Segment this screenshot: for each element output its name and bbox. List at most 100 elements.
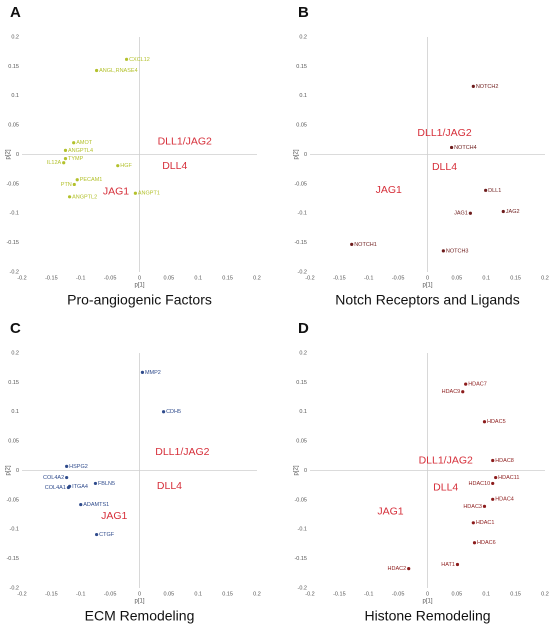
point: [63, 157, 68, 161]
y-tick-label: 0: [16, 468, 19, 474]
y-axis-label: p[2]: [294, 465, 300, 475]
point-label: CDH5: [166, 409, 181, 415]
point: [116, 164, 120, 168]
point-label: HGF: [120, 163, 132, 169]
point-label: COL4A1: [45, 485, 66, 491]
y-tick-label: 0.1: [299, 409, 307, 415]
point: [407, 567, 411, 571]
y-tick-label: -0.05: [6, 497, 19, 503]
x-tick-label: 0.15: [510, 275, 521, 281]
y-tick-label: -0.15: [6, 240, 19, 246]
x-tick-label: -0.15: [45, 591, 58, 597]
x-tick-label: 0: [138, 591, 141, 597]
point-label: ANGPTL4: [68, 148, 93, 154]
point-label: HDAC1: [476, 520, 495, 526]
point-label: HDAC9: [442, 389, 461, 395]
point-label: ANGPT1: [138, 191, 160, 197]
y-tick-label: 0.05: [8, 439, 19, 445]
annotation: JAG1: [376, 184, 402, 196]
point-label: AMOT: [76, 140, 93, 146]
x-tick-label: -0.1: [76, 591, 85, 597]
point: [491, 481, 495, 486]
point-label: HDAC10: [469, 481, 491, 487]
point: [464, 382, 468, 386]
point-label: PECAM1: [80, 177, 103, 183]
y-tick-label: 0: [304, 152, 307, 158]
point-label: NOTCH2: [476, 84, 499, 90]
point-label: JAG2: [506, 209, 520, 215]
point-label: HDAC3: [463, 504, 482, 510]
panel-caption: Pro-angiogenic Factors: [67, 292, 212, 308]
y-tick-label: 0.15: [8, 380, 19, 386]
y-tick-label: 0.1: [299, 93, 307, 99]
point: [93, 481, 98, 486]
point-label: IL12A: [47, 160, 62, 166]
y-tick-label: -0.2: [10, 269, 19, 275]
point-label: HDAC6: [477, 540, 496, 546]
annotation: DLL1/JAG2: [155, 446, 209, 458]
point-label: HDAC11: [498, 475, 519, 481]
annotation: JAG1: [101, 510, 127, 522]
point: [491, 458, 495, 463]
annotation: DLL4: [432, 161, 457, 173]
panel-caption: Histone Remodeling: [364, 608, 490, 624]
annotation: DLL1/JAG2: [417, 127, 471, 139]
y-tick-label: -0.05: [294, 497, 307, 503]
point: [161, 410, 166, 414]
point-label: HDAC7: [468, 382, 487, 388]
annotation: DLL4: [433, 481, 458, 493]
point: [472, 541, 477, 545]
x-tick-label: -0.2: [305, 275, 314, 281]
y-tick-label: -0.05: [294, 181, 307, 187]
y-tick-label: 0: [304, 468, 307, 474]
point: [494, 475, 498, 480]
x-tick-label: -0.15: [333, 275, 346, 281]
y-tick-label: 0.05: [8, 123, 19, 129]
y-tick-label: -0.1: [10, 211, 19, 217]
point-label: ANGPTL2: [72, 194, 97, 200]
annotation: JAG1: [377, 505, 403, 517]
panel: -0.2 -0.15 -0.1 -0.05 0 0.05 0.1 0.15 0.2 -0.2 -0.…: [294, 320, 549, 624]
y-tick-label: 0.2: [11, 34, 19, 40]
x-tick-label: -0.05: [104, 591, 117, 597]
x-tick-label: -0.15: [45, 275, 58, 281]
point-label: MMP2: [145, 370, 161, 376]
y-tick-label: -0.2: [10, 585, 19, 591]
y-tick-label: 0.1: [11, 409, 19, 415]
x-tick-label: -0.2: [17, 275, 26, 281]
point: [350, 242, 354, 246]
point: [482, 420, 487, 424]
point-label: HDAC5: [487, 419, 506, 425]
y-tick-label: -0.2: [298, 269, 307, 275]
point: [471, 84, 475, 88]
point: [124, 57, 129, 61]
x-axis-label: p[1]: [422, 283, 432, 289]
x-tick-label: 0.15: [222, 591, 233, 597]
x-tick-label: -0.1: [76, 275, 85, 281]
y-tick-label: 0: [16, 152, 19, 158]
x-tick-label: -0.05: [392, 591, 405, 597]
point-label: HDAC4: [495, 497, 514, 503]
point: [133, 191, 137, 195]
point-label: FBLN5: [98, 481, 115, 487]
point: [482, 504, 487, 508]
point-label: ITGA4: [72, 484, 88, 490]
annotation: JAG1: [103, 185, 129, 197]
x-tick-label: 0.05: [164, 591, 175, 597]
x-tick-label: 0.05: [452, 275, 463, 281]
point-label: COL4A2: [43, 475, 64, 481]
x-tick-label: -0.15: [333, 591, 346, 597]
point: [491, 497, 495, 501]
y-tick-label: -0.1: [10, 527, 19, 533]
point-label: DLL1: [488, 188, 501, 194]
point: [72, 141, 76, 145]
panel-letter: D: [298, 320, 309, 337]
point-label: ADAMTS1: [83, 502, 109, 508]
point: [140, 370, 145, 374]
point: [79, 502, 83, 507]
x-tick-label: -0.05: [392, 275, 405, 281]
y-tick-label: 0.1: [11, 93, 19, 99]
x-tick-label: 0.1: [194, 591, 202, 597]
y-tick-label: 0.05: [296, 439, 307, 445]
